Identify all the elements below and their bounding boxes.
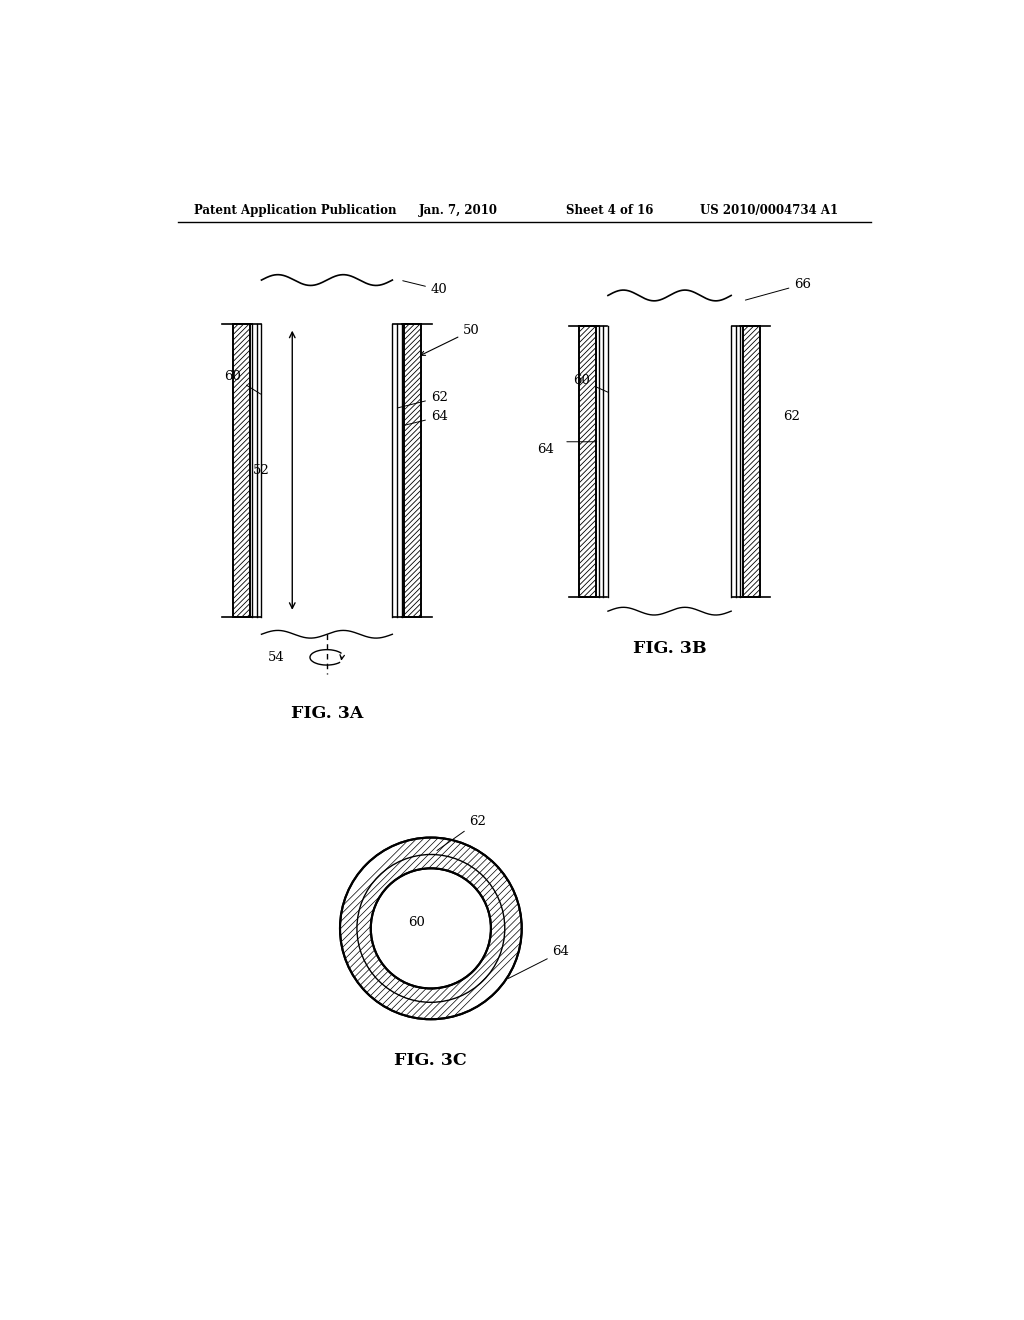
Circle shape xyxy=(371,869,490,989)
Text: 62: 62 xyxy=(437,816,486,850)
Text: 62: 62 xyxy=(397,391,447,408)
Text: Patent Application Publication: Patent Application Publication xyxy=(194,205,396,218)
Text: 64: 64 xyxy=(538,444,554,455)
Bar xyxy=(580,326,596,598)
Text: 64: 64 xyxy=(402,411,447,425)
Bar xyxy=(233,323,250,616)
Text: FIG. 3A: FIG. 3A xyxy=(291,705,364,722)
Text: FIG. 3C: FIG. 3C xyxy=(394,1052,467,1069)
Text: 60: 60 xyxy=(573,374,607,392)
Bar xyxy=(403,323,421,616)
Text: 54: 54 xyxy=(268,651,285,664)
Text: US 2010/0004734 A1: US 2010/0004734 A1 xyxy=(700,205,839,218)
Text: 64: 64 xyxy=(508,945,569,978)
Text: 52: 52 xyxy=(252,463,269,477)
Bar xyxy=(403,323,421,616)
Bar xyxy=(742,326,760,598)
Bar xyxy=(580,326,596,598)
Text: 40: 40 xyxy=(402,281,447,296)
Bar xyxy=(742,326,760,598)
Text: 62: 62 xyxy=(782,409,800,422)
Text: Jan. 7, 2010: Jan. 7, 2010 xyxy=(419,205,499,218)
Bar xyxy=(233,323,250,616)
Text: 60: 60 xyxy=(409,916,425,929)
Circle shape xyxy=(340,838,521,1019)
Text: Sheet 4 of 16: Sheet 4 of 16 xyxy=(565,205,653,218)
Text: 50: 50 xyxy=(421,323,480,355)
Text: 60: 60 xyxy=(224,370,261,395)
Text: 66: 66 xyxy=(745,277,811,300)
Text: FIG. 3B: FIG. 3B xyxy=(633,640,707,656)
